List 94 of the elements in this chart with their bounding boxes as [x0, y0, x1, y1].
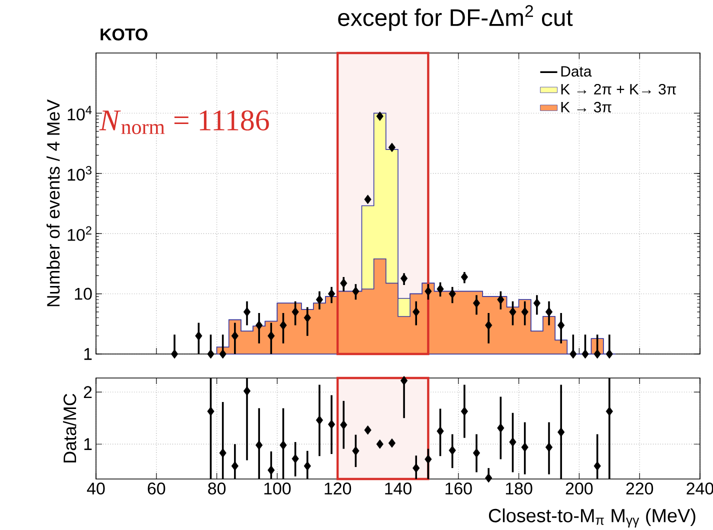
- point: [256, 440, 263, 450]
- point: [243, 386, 251, 396]
- point: [195, 331, 202, 341]
- point: [231, 461, 238, 471]
- point: [460, 406, 468, 416]
- point: [256, 320, 263, 330]
- point: [316, 294, 324, 304]
- y-tick-label: 2: [84, 386, 92, 398]
- point: [170, 349, 178, 359]
- point: [364, 425, 372, 435]
- point: [243, 307, 251, 317]
- point: [558, 320, 565, 330]
- x-tick-label: 120: [324, 482, 352, 495]
- point: [304, 461, 311, 471]
- point: [352, 446, 360, 456]
- point: [219, 349, 226, 359]
- point: [280, 320, 287, 330]
- point: [328, 420, 336, 430]
- point: [400, 376, 408, 386]
- point: [448, 446, 456, 456]
- point: [388, 438, 396, 448]
- point: [582, 349, 589, 359]
- point: [316, 415, 324, 425]
- point: [231, 331, 238, 341]
- point: [570, 349, 577, 359]
- point: [292, 307, 299, 317]
- x-tick-label: 40: [86, 482, 105, 495]
- point: [340, 278, 348, 288]
- x-tick-label: 200: [566, 482, 593, 495]
- point: [400, 274, 408, 284]
- point: [497, 423, 504, 433]
- point: [485, 473, 492, 483]
- text: KOTO: [100, 28, 148, 40]
- chart-title: except for DF-Δm$^{2}$ cut: [338, 5, 573, 31]
- point: [545, 442, 553, 452]
- x-tick-label: 240: [686, 482, 713, 495]
- point: [606, 406, 613, 416]
- point: [497, 294, 504, 304]
- point: [388, 142, 396, 152]
- point: [412, 307, 420, 317]
- x-tick-label: 160: [446, 482, 472, 495]
- point: [606, 349, 613, 359]
- point: [207, 349, 214, 359]
- x-tick-label: 80: [208, 482, 226, 495]
- point: [533, 298, 540, 308]
- point: [424, 454, 432, 464]
- legend-label: K → 2π + K→ 3π: [561, 84, 676, 95]
- y-axis-title: Data/MC: [63, 394, 76, 462]
- legend-label: Data: [561, 66, 592, 77]
- legend-label: K → 3π: [561, 102, 612, 112]
- point: [521, 442, 528, 452]
- point: [436, 284, 444, 294]
- y-tick-label: 1: [84, 438, 92, 450]
- point: [364, 194, 372, 204]
- y-tick-label: 1: [84, 348, 92, 360]
- point: [340, 420, 348, 430]
- y-tick-label: 10: [74, 288, 92, 300]
- point: [268, 331, 275, 341]
- point: [509, 437, 516, 447]
- y-tick-label: 10$^{2}$: [68, 226, 92, 241]
- x-tick-label: 220: [626, 482, 654, 495]
- point: [436, 426, 444, 436]
- point: [268, 465, 275, 475]
- point: [485, 320, 492, 330]
- point: [472, 298, 480, 308]
- point: [352, 286, 360, 296]
- x-tick-label: 180: [506, 482, 532, 495]
- point: [558, 427, 565, 437]
- point: [292, 454, 299, 464]
- x-tick-label: 100: [264, 482, 291, 495]
- point: [424, 286, 432, 296]
- point: [328, 289, 336, 298]
- point: [412, 463, 420, 473]
- y-tick-label: 10$^{3}$: [68, 166, 92, 181]
- x-axis-title: Closest-to-M$_{π}$ M$_{γγ}$ (MeV): [488, 508, 696, 528]
- point: [376, 439, 384, 449]
- y-axis-title: Number of events / 4 MeV: [46, 99, 60, 306]
- point: [280, 440, 287, 450]
- point: [594, 349, 601, 359]
- x-tick-label: 60: [148, 482, 166, 495]
- point: [472, 448, 480, 458]
- point: [304, 313, 311, 322]
- point: [219, 448, 226, 458]
- point: [460, 272, 468, 282]
- point: [594, 461, 601, 471]
- x-tick-label: 140: [385, 482, 412, 495]
- point: [545, 307, 553, 317]
- point: [509, 307, 516, 317]
- annotation: N$_{norm}$ = 11186: [99, 110, 269, 134]
- point: [376, 112, 384, 121]
- point: [521, 307, 528, 317]
- point: [207, 406, 214, 416]
- y-tick-label: 10$^{4}$: [68, 106, 92, 120]
- point: [448, 289, 456, 298]
